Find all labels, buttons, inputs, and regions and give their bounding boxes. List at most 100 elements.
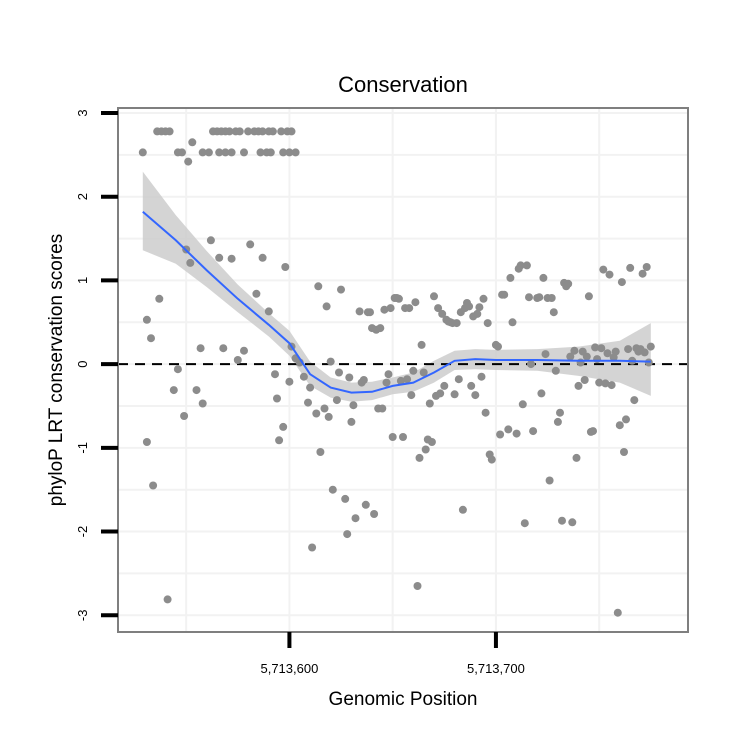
data-point xyxy=(285,148,294,157)
data-point xyxy=(335,368,343,377)
data-point xyxy=(299,372,308,381)
data-point xyxy=(415,453,424,462)
data-point xyxy=(622,415,630,424)
data-point xyxy=(516,261,525,270)
data-point xyxy=(178,148,186,157)
data-point xyxy=(396,376,405,385)
data-point xyxy=(332,396,341,405)
x-axis-title: Genomic Position xyxy=(329,689,478,710)
data-point xyxy=(149,481,158,490)
y-tick-label: 1 xyxy=(75,277,90,284)
data-point xyxy=(467,381,476,390)
data-point xyxy=(458,505,467,514)
data-point xyxy=(584,292,593,301)
data-point xyxy=(163,595,172,604)
data-point xyxy=(599,265,608,274)
points-layer xyxy=(138,127,655,617)
data-point xyxy=(279,148,288,157)
data-point xyxy=(545,476,554,485)
smooth-line-layer xyxy=(142,211,651,394)
data-point xyxy=(382,378,391,387)
data-point xyxy=(427,438,436,446)
data-point xyxy=(520,519,529,528)
data-point xyxy=(165,127,174,136)
data-point xyxy=(413,582,422,590)
confidence-ribbon-layer xyxy=(142,171,651,402)
data-point xyxy=(473,309,482,318)
data-point xyxy=(566,352,575,361)
data-point xyxy=(613,608,622,617)
data-point xyxy=(264,307,273,316)
data-point xyxy=(611,347,620,356)
data-point xyxy=(324,412,333,421)
data-point xyxy=(366,308,374,317)
data-point xyxy=(430,292,438,301)
data-point xyxy=(291,148,300,157)
data-point xyxy=(479,294,488,303)
data-point xyxy=(355,307,364,316)
data-point xyxy=(605,270,614,279)
data-point xyxy=(450,390,459,399)
data-point xyxy=(173,365,182,374)
data-point xyxy=(436,389,445,398)
data-point xyxy=(537,389,546,398)
data-point xyxy=(522,261,531,270)
data-point xyxy=(477,372,486,381)
data-point xyxy=(219,344,228,353)
data-point xyxy=(304,398,312,407)
data-point xyxy=(607,381,616,390)
data-point xyxy=(198,148,207,157)
data-point xyxy=(271,370,279,379)
data-point xyxy=(312,409,321,418)
data-point xyxy=(572,453,581,462)
data-point xyxy=(252,289,261,298)
data-point xyxy=(487,455,496,464)
data-point xyxy=(465,302,474,311)
data-point xyxy=(273,394,281,403)
data-point xyxy=(646,342,655,351)
data-point xyxy=(266,148,275,157)
data-point xyxy=(630,396,639,405)
data-point xyxy=(235,127,244,136)
data-point xyxy=(640,348,649,357)
data-point xyxy=(589,427,597,436)
data-point xyxy=(504,425,513,434)
data-point xyxy=(617,278,626,287)
plot-panel-border xyxy=(117,107,689,633)
data-point xyxy=(593,355,602,364)
data-point xyxy=(419,368,428,377)
data-point xyxy=(347,417,356,426)
data-point xyxy=(508,318,517,327)
y-axis-title: phyloP LRT conservation scores xyxy=(46,234,67,507)
data-point xyxy=(506,273,515,282)
data-point xyxy=(407,391,416,400)
data-point xyxy=(258,127,267,136)
data-point xyxy=(227,254,236,263)
data-point xyxy=(376,324,385,333)
data-point xyxy=(186,258,195,267)
data-point xyxy=(603,349,612,358)
data-point xyxy=(345,373,354,382)
x-tick-label: 5,713,700 xyxy=(467,661,525,676)
data-point xyxy=(308,543,317,552)
data-point xyxy=(275,436,284,445)
data-point xyxy=(142,315,151,324)
data-point xyxy=(597,344,606,353)
data-point xyxy=(580,376,589,384)
data-point xyxy=(155,294,164,303)
data-point xyxy=(361,500,370,509)
data-point xyxy=(215,148,224,157)
data-point xyxy=(417,340,426,349)
data-point xyxy=(620,448,628,456)
data-point xyxy=(184,157,193,166)
data-point xyxy=(147,334,155,343)
y-tick-label: 0 xyxy=(75,360,90,367)
data-point xyxy=(549,308,558,317)
data-point xyxy=(556,408,564,417)
data-point xyxy=(394,294,403,303)
data-point xyxy=(452,319,461,328)
data-point xyxy=(206,236,215,245)
smooth-line xyxy=(142,211,651,394)
data-point xyxy=(481,408,490,417)
data-point xyxy=(142,438,151,446)
